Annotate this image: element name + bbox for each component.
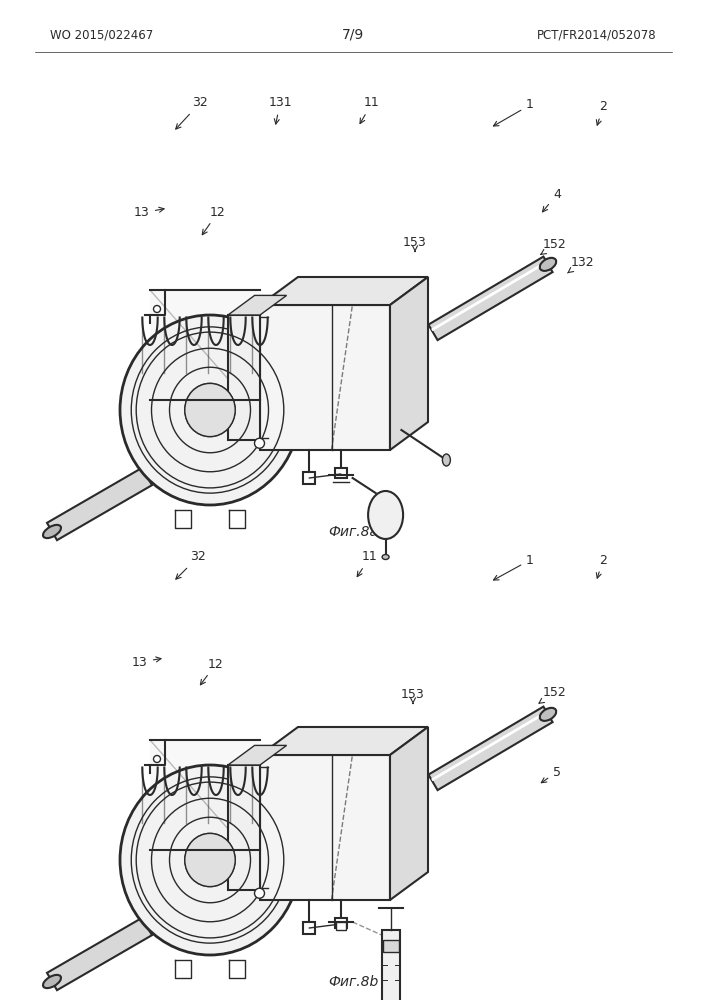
Polygon shape [150, 290, 260, 400]
Polygon shape [390, 727, 428, 900]
Polygon shape [428, 257, 553, 340]
Polygon shape [228, 315, 260, 440]
Ellipse shape [120, 315, 300, 505]
Text: 7/9: 7/9 [342, 28, 364, 42]
Text: 12: 12 [202, 206, 226, 235]
Polygon shape [428, 707, 553, 790]
Text: 11: 11 [360, 97, 380, 124]
Text: 132: 132 [568, 255, 594, 273]
Circle shape [153, 306, 160, 312]
Text: PCT/FR2014/052078: PCT/FR2014/052078 [537, 28, 657, 41]
Polygon shape [260, 727, 428, 755]
Text: 2: 2 [596, 554, 607, 578]
Text: 4: 4 [542, 188, 561, 212]
Ellipse shape [120, 765, 300, 955]
Bar [303, 922, 315, 934]
Ellipse shape [539, 708, 556, 721]
Bar [334, 468, 346, 478]
Text: 153: 153 [403, 235, 427, 251]
Polygon shape [260, 277, 428, 305]
Ellipse shape [132, 327, 288, 493]
Text: 152: 152 [539, 686, 567, 703]
Bar [303, 472, 315, 484]
Ellipse shape [43, 975, 61, 988]
Text: 5: 5 [542, 766, 561, 783]
Ellipse shape [132, 777, 288, 943]
Text: 1: 1 [493, 99, 534, 126]
Polygon shape [228, 745, 286, 765]
Ellipse shape [185, 383, 235, 437]
Text: 153: 153 [401, 688, 425, 703]
Polygon shape [228, 295, 286, 315]
Bar [382, 930, 399, 1000]
Circle shape [255, 888, 264, 898]
Ellipse shape [368, 491, 403, 539]
Text: 12: 12 [200, 658, 224, 685]
Polygon shape [47, 918, 152, 990]
Text: 32: 32 [176, 550, 206, 579]
Text: 2: 2 [596, 101, 607, 125]
Text: 13: 13 [132, 656, 161, 668]
Text: 1: 1 [493, 554, 534, 580]
Polygon shape [260, 305, 390, 450]
Ellipse shape [382, 554, 389, 560]
Text: Фиг.8a: Фиг.8a [328, 525, 378, 539]
Polygon shape [390, 277, 428, 450]
Text: 11: 11 [357, 550, 378, 577]
Ellipse shape [443, 454, 450, 466]
Text: WO 2015/022467: WO 2015/022467 [50, 28, 153, 41]
Text: Фиг.8b: Фиг.8b [328, 975, 378, 989]
Text: 13: 13 [134, 207, 164, 220]
Circle shape [153, 756, 160, 762]
Text: 152: 152 [541, 238, 567, 254]
Polygon shape [260, 755, 390, 900]
Text: 32: 32 [176, 97, 208, 129]
Ellipse shape [185, 833, 235, 887]
Ellipse shape [43, 525, 61, 538]
Bar [382, 940, 399, 952]
Bar [336, 922, 346, 930]
Ellipse shape [539, 258, 556, 271]
Polygon shape [150, 740, 260, 850]
Polygon shape [228, 765, 260, 890]
Polygon shape [47, 468, 152, 540]
Text: 131: 131 [268, 97, 292, 124]
Bar [334, 918, 346, 928]
Circle shape [255, 438, 264, 448]
